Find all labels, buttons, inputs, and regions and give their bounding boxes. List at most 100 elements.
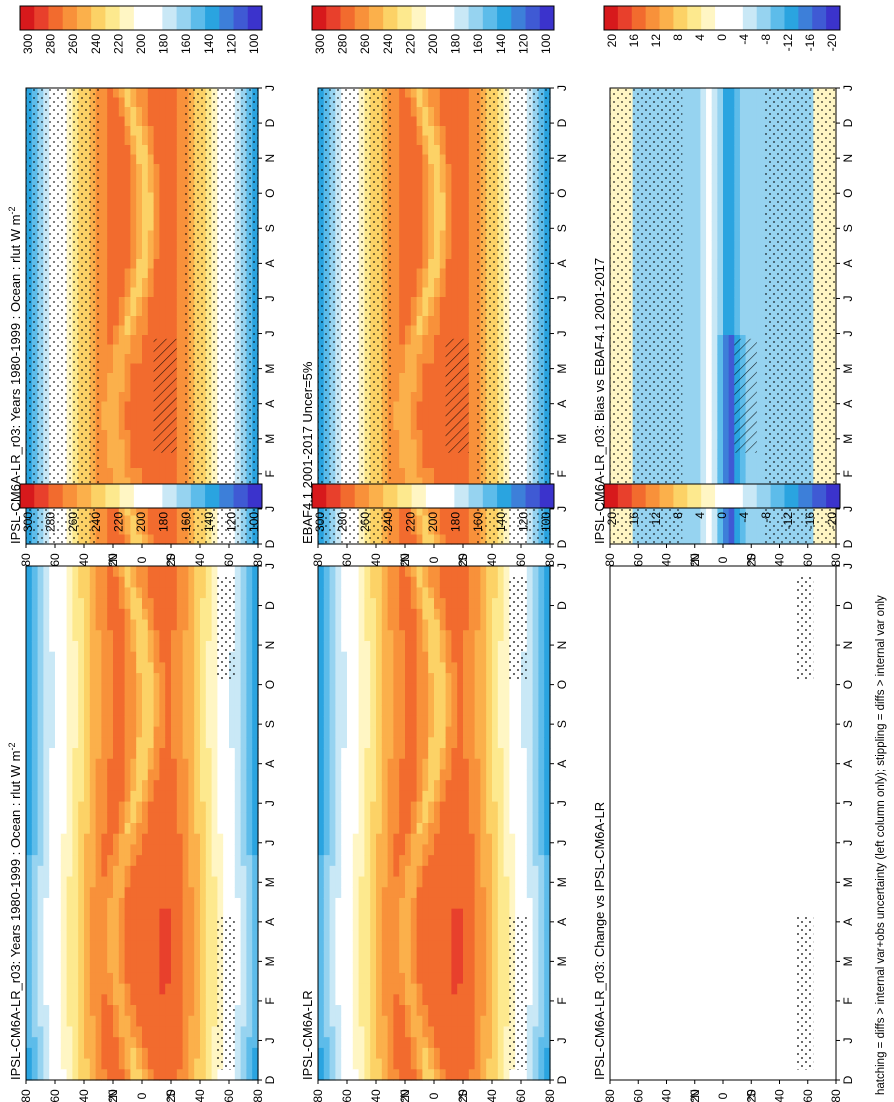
field-cell bbox=[723, 154, 730, 165]
field-cell bbox=[130, 145, 137, 156]
field-cell bbox=[113, 259, 120, 270]
field-cell bbox=[113, 107, 120, 118]
field-cell bbox=[428, 287, 435, 298]
field-cell bbox=[689, 325, 696, 336]
field-cell bbox=[689, 135, 696, 146]
field-cell bbox=[142, 325, 149, 336]
field-cell bbox=[399, 392, 406, 403]
field-cell bbox=[463, 116, 470, 127]
field-cell bbox=[393, 192, 400, 203]
field-cell bbox=[723, 392, 730, 403]
field-cell bbox=[101, 411, 108, 422]
field-cell bbox=[101, 145, 108, 156]
field-cell bbox=[393, 173, 400, 184]
lat-tick-label: 20 bbox=[398, 553, 412, 567]
field-cell bbox=[153, 183, 160, 194]
field-cell bbox=[136, 97, 143, 108]
field-cell bbox=[159, 525, 166, 536]
field-cell bbox=[723, 335, 730, 346]
field-cell bbox=[445, 145, 452, 156]
field-cell bbox=[706, 192, 713, 203]
field-cell bbox=[468, 344, 476, 355]
field-cell bbox=[101, 164, 108, 175]
month-tick-label: D bbox=[555, 539, 569, 548]
field-cell bbox=[457, 135, 464, 146]
field-cell bbox=[694, 221, 701, 232]
field-cell bbox=[717, 88, 724, 99]
field-cell bbox=[700, 183, 707, 194]
field-cell bbox=[410, 325, 418, 336]
field-cell bbox=[700, 145, 707, 156]
field-cell bbox=[683, 344, 690, 355]
field-cell bbox=[422, 278, 429, 289]
field-cell bbox=[399, 325, 406, 336]
field-cell bbox=[468, 430, 476, 441]
field-cell bbox=[118, 240, 126, 251]
field-cell bbox=[159, 145, 166, 156]
field-cell bbox=[107, 534, 114, 545]
field-cell bbox=[422, 297, 429, 308]
field-cell bbox=[142, 145, 149, 156]
field-cell bbox=[422, 88, 429, 99]
hemisphere-label-south: °S bbox=[164, 554, 178, 567]
field-cell bbox=[130, 268, 137, 279]
field-cell bbox=[711, 439, 718, 450]
field-cell bbox=[405, 392, 412, 403]
field-cell bbox=[113, 363, 120, 374]
field-cell bbox=[683, 449, 690, 460]
field-cell bbox=[694, 202, 701, 213]
field-cell bbox=[416, 363, 423, 374]
field-cell bbox=[416, 278, 423, 289]
field-cell bbox=[451, 468, 458, 479]
field-cell bbox=[399, 211, 406, 222]
field-cell bbox=[124, 458, 131, 469]
field-cell bbox=[159, 534, 166, 545]
field-cell bbox=[405, 363, 412, 374]
field-cell bbox=[176, 506, 184, 517]
field-cell bbox=[118, 401, 126, 412]
field-cell bbox=[451, 325, 458, 336]
field-cell bbox=[165, 192, 172, 203]
field-cell bbox=[136, 116, 143, 127]
field-cell bbox=[457, 287, 464, 298]
field-cell bbox=[399, 335, 406, 346]
field-cell bbox=[410, 297, 418, 308]
field-cell bbox=[118, 192, 126, 203]
field-cell bbox=[399, 164, 406, 175]
field-cell bbox=[468, 107, 476, 118]
field-cell bbox=[700, 316, 707, 327]
field-cell bbox=[159, 468, 166, 479]
field-cell bbox=[136, 449, 143, 460]
field-cell bbox=[416, 439, 423, 450]
field-cell bbox=[723, 373, 730, 384]
field-cell bbox=[723, 363, 730, 374]
field-cell bbox=[689, 297, 696, 308]
field-cell bbox=[107, 382, 114, 393]
field-cell bbox=[124, 259, 131, 270]
field-cell bbox=[463, 287, 470, 298]
field-cell bbox=[165, 116, 172, 127]
field-cell bbox=[147, 211, 155, 222]
field-cell bbox=[445, 534, 452, 545]
field-cell bbox=[142, 506, 149, 517]
field-cell bbox=[176, 116, 184, 127]
field-cell bbox=[706, 430, 713, 441]
field-cell bbox=[399, 240, 406, 251]
field-cell bbox=[717, 344, 724, 355]
field-cell bbox=[428, 173, 435, 184]
field-cell bbox=[107, 468, 114, 479]
field-cell bbox=[416, 325, 423, 336]
field-cell bbox=[159, 173, 166, 184]
field-cell bbox=[142, 221, 149, 232]
field-cell bbox=[147, 249, 155, 260]
field-cell bbox=[689, 439, 696, 450]
field-cell bbox=[101, 430, 108, 441]
field-cell bbox=[101, 392, 108, 403]
field-cell bbox=[165, 449, 172, 460]
field-cell bbox=[142, 373, 149, 384]
field-cell bbox=[439, 525, 447, 536]
field-cell bbox=[689, 145, 696, 156]
field-cell bbox=[165, 145, 172, 156]
field-cell bbox=[468, 534, 476, 545]
field-cell bbox=[700, 373, 707, 384]
